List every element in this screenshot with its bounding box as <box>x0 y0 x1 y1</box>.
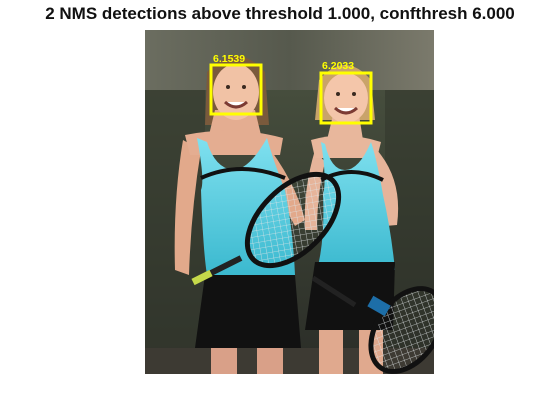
left-player <box>174 56 305 374</box>
figure-title: 2 NMS detections above threshold 1.000, … <box>45 4 515 23</box>
detection-box <box>209 63 263 116</box>
detection-2: 6.2033 <box>319 60 373 125</box>
tennis-racket-left <box>191 171 342 286</box>
tennis-racket-right <box>311 275 434 374</box>
detection-box <box>319 71 373 125</box>
detection-1: 6.1539 <box>209 53 263 116</box>
detection-score-label: 6.1539 <box>213 53 245 65</box>
photo-axes <box>145 30 434 374</box>
detection-score-label: 6.2033 <box>322 60 354 72</box>
